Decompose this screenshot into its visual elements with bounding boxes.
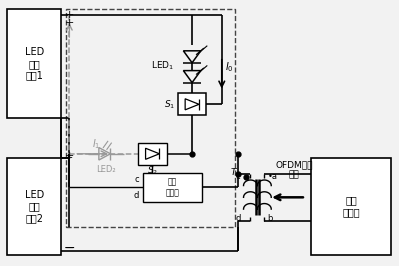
Text: $I_0$: $I_0$ — [225, 60, 234, 74]
Text: LED₂: LED₂ — [96, 165, 116, 174]
Text: c: c — [236, 172, 241, 181]
Bar — [138, 143, 167, 165]
Bar — [178, 93, 206, 115]
Text: 通信
数据源: 通信 数据源 — [342, 196, 360, 217]
Text: c: c — [134, 175, 138, 184]
Bar — [7, 9, 61, 118]
Text: $T_x$: $T_x$ — [230, 166, 241, 179]
Text: −: − — [63, 242, 74, 255]
Text: OFDM信号
注入: OFDM信号 注入 — [275, 160, 313, 179]
Bar — [311, 158, 391, 255]
Text: d: d — [235, 214, 241, 223]
Text: −: − — [64, 242, 75, 255]
Text: d: d — [133, 191, 138, 200]
Bar — [66, 9, 235, 227]
Text: $S_1$: $S_1$ — [164, 98, 175, 111]
Text: LED
驱动
电源2: LED 驱动 电源2 — [25, 190, 44, 223]
Text: +: + — [64, 151, 74, 161]
Text: LED
驱动
电源1: LED 驱动 电源1 — [25, 47, 44, 80]
Text: +: + — [64, 18, 74, 28]
Text: +: + — [64, 10, 74, 20]
Text: +: + — [63, 153, 73, 163]
Text: $S_2$: $S_2$ — [147, 164, 158, 177]
Text: LED$_1$: LED$_1$ — [151, 60, 174, 72]
Bar — [7, 158, 61, 255]
Text: 网络
变压器: 网络 变压器 — [165, 178, 179, 197]
Bar — [142, 173, 202, 202]
Text: b: b — [267, 214, 273, 223]
Text: •a: •a — [267, 172, 277, 181]
Text: $I_1$: $I_1$ — [92, 137, 100, 151]
